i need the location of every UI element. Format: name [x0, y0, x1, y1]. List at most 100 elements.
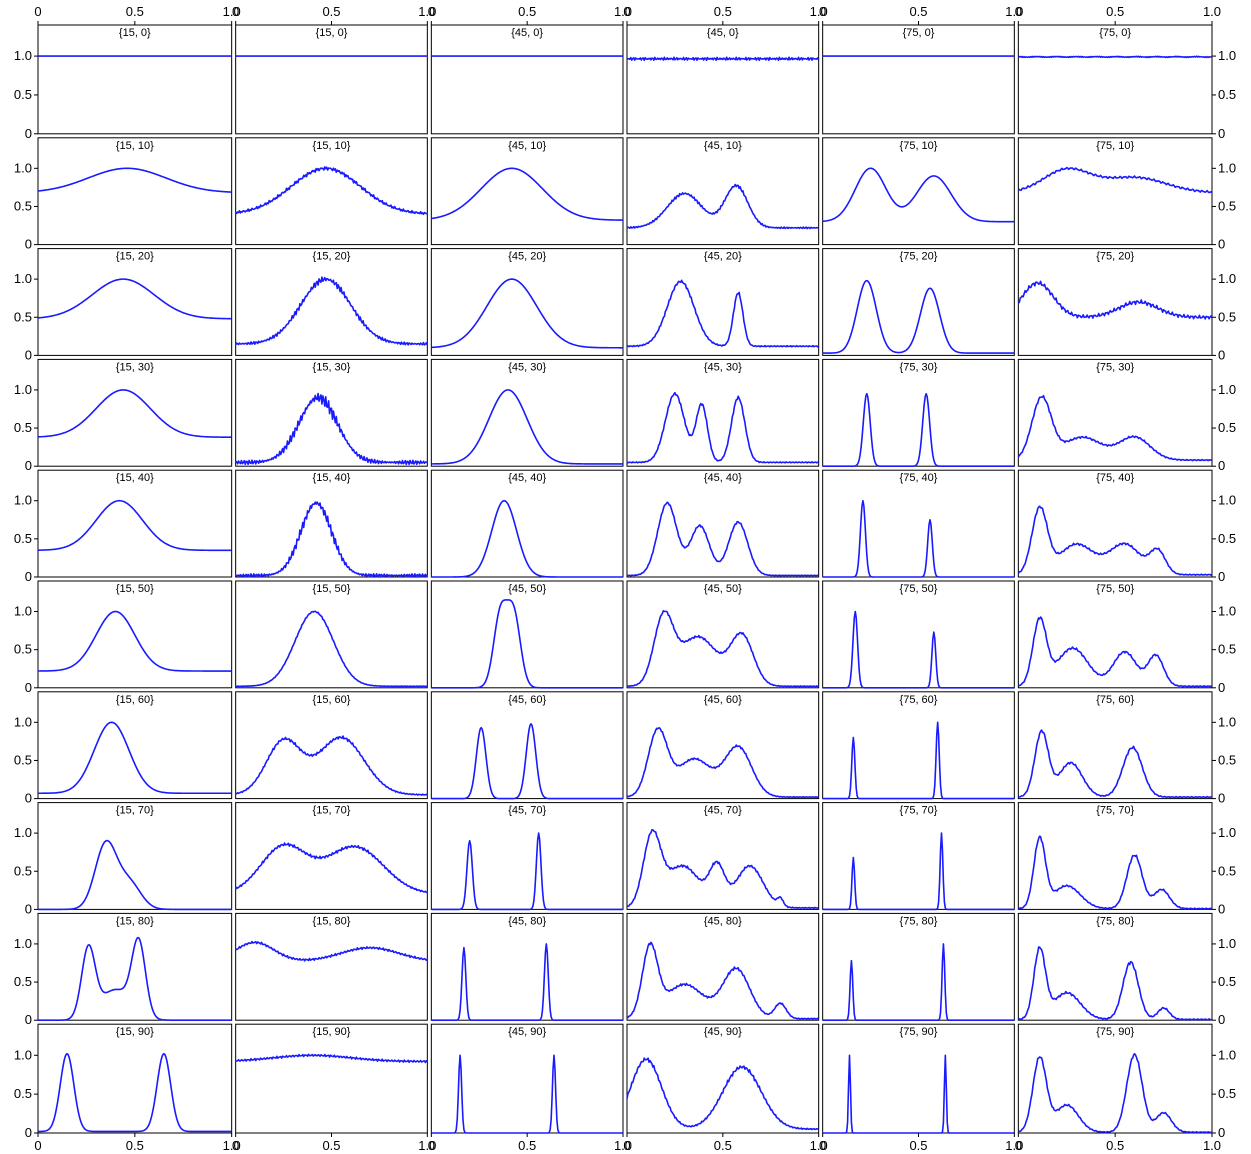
panel-frame: [626, 580, 820, 689]
panel-frame: [1017, 1023, 1213, 1134]
panel-frame: [430, 580, 624, 689]
series-line: [1018, 835, 1213, 910]
panel-frame: [1017, 469, 1213, 578]
y-tick-label: 0.5: [14, 420, 32, 435]
panel-frame: [1017, 137, 1213, 246]
series-line: [1017, 946, 1213, 1021]
series-line: [626, 829, 820, 910]
panel-title: {75, 20}: [1096, 251, 1134, 263]
y-tick-label: 0: [25, 458, 32, 473]
panel-title: {15, 0}: [119, 27, 151, 39]
panel-frame: [1017, 580, 1213, 689]
panel-title: {45, 50}: [508, 583, 546, 595]
panel-title: {45, 30}: [704, 361, 742, 373]
series-line: [822, 832, 1015, 911]
panel-title: {15, 90}: [116, 1026, 154, 1038]
series-line: [1018, 166, 1213, 194]
series-line: [1017, 505, 1213, 577]
panel-frame: [430, 1023, 624, 1134]
x-tick-label: 1.0: [1005, 4, 1023, 19]
series-line: [626, 1057, 820, 1131]
series-line: [234, 842, 428, 894]
y-tick-label: 0: [1218, 791, 1225, 806]
panel-frame: [626, 469, 820, 578]
panel-frame: [626, 912, 820, 1021]
y-tick-label: 0.5: [14, 1086, 32, 1101]
panel-title: {75, 90}: [900, 1026, 938, 1038]
panel-title: {75, 60}: [1096, 694, 1134, 706]
panel-title: {45, 70}: [704, 805, 742, 817]
x-tick-label: 0: [34, 4, 41, 19]
y-tick-label: 0.5: [1218, 87, 1236, 102]
y-tick-label: 1.0: [1218, 160, 1236, 175]
panel-frame: [1017, 912, 1213, 1021]
panel-frame: [626, 1023, 820, 1134]
x-tick-label: 0: [232, 4, 239, 19]
y-tick-label: 1.0: [14, 714, 32, 729]
y-tick-label: 1.0: [1218, 1047, 1236, 1062]
y-tick-label: 1.0: [1218, 936, 1236, 951]
series-line: [235, 735, 428, 796]
x-tick-label: 0.5: [1106, 4, 1124, 19]
panel-title: {75, 70}: [900, 805, 938, 817]
panel-frame: [626, 691, 820, 800]
panel-frame: [430, 469, 624, 578]
panel-frame: [626, 358, 820, 467]
y-tick-label: 0: [1218, 901, 1225, 916]
y-tick-label: 0.5: [14, 198, 32, 213]
x-tick-label: 1.0: [1203, 1138, 1221, 1153]
series-line: [431, 167, 624, 221]
y-tick-label: 0: [25, 1012, 32, 1027]
panel-title: {45, 80}: [508, 915, 546, 927]
series-line: [38, 936, 232, 1021]
series-line: [1017, 394, 1213, 462]
panel-frame: [822, 358, 1015, 467]
series-line: [626, 56, 820, 62]
x-tick-label: 0.5: [714, 4, 732, 19]
y-tick-label: 0.5: [1218, 863, 1236, 878]
series-line: [822, 610, 1015, 689]
y-tick-label: 0: [1218, 1012, 1225, 1027]
series-line: [234, 276, 429, 346]
series-line: [626, 609, 819, 688]
series-line: [822, 499, 1015, 578]
x-tick-label: 1.0: [418, 1138, 436, 1153]
y-tick-label: 1.0: [1218, 271, 1236, 286]
series-line: [37, 278, 232, 320]
series-line: [235, 940, 428, 962]
series-line: [1018, 729, 1213, 799]
panel-frame: [626, 248, 820, 356]
x-tick-label: 1.0: [1203, 4, 1221, 19]
y-tick-label: 1.0: [14, 382, 32, 397]
y-tick-label: 1.0: [1218, 48, 1236, 63]
panel-frame: [626, 24, 820, 135]
panel-title: {75, 40}: [900, 472, 938, 484]
panel-title: {15, 20}: [313, 251, 351, 263]
panel-title: {15, 10}: [116, 140, 154, 152]
panel-title: {45, 30}: [508, 361, 546, 373]
x-tick-label: 1.0: [614, 4, 632, 19]
panel-title: {75, 30}: [1096, 361, 1134, 373]
panel-frame: [430, 802, 624, 910]
panel-title: {45, 70}: [508, 805, 546, 817]
panel-title: {75, 20}: [900, 251, 938, 263]
series-line: [822, 167, 1015, 223]
series-line: [38, 839, 232, 911]
panel-frame: [1017, 802, 1213, 910]
series-line: [235, 1053, 428, 1064]
series-line: [431, 723, 623, 800]
x-tick-label: 1.0: [223, 1138, 241, 1153]
x-tick-label: 0: [428, 1138, 435, 1153]
panel-title: {75, 50}: [1096, 583, 1134, 595]
panel-frame: [430, 358, 624, 467]
y-tick-label: 0.5: [1218, 309, 1236, 324]
panel-frame: [1017, 358, 1213, 467]
y-tick-label: 1.0: [14, 271, 32, 286]
series-line: [822, 392, 1015, 467]
panel-title: {15, 60}: [313, 694, 351, 706]
panel-title: {75, 70}: [1096, 805, 1134, 817]
series-line: [37, 389, 232, 438]
panel-frame: [37, 24, 233, 135]
panel-title: {75, 0}: [1099, 27, 1131, 39]
panel-frame: [37, 469, 233, 578]
